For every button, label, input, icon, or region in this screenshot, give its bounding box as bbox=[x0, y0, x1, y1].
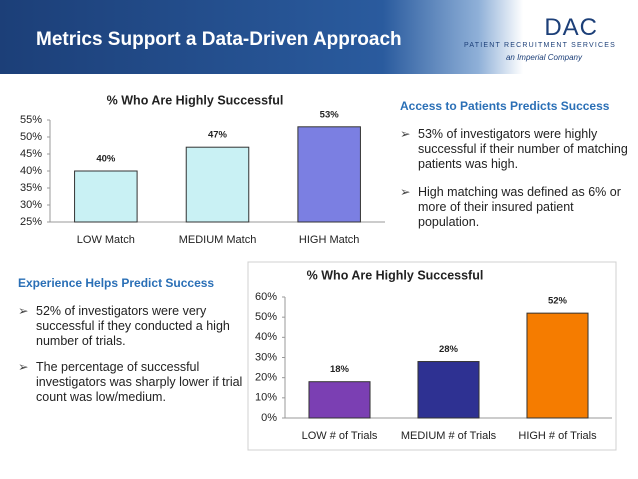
x-tick-label: LOW Match bbox=[77, 234, 135, 246]
chart-title: % Who Are Highly Successful bbox=[107, 93, 284, 107]
bullet: The percentage of successful investigato… bbox=[18, 360, 251, 405]
y-tick-label: 55% bbox=[20, 114, 42, 126]
chart-title: % Who Are Highly Successful bbox=[307, 268, 484, 282]
y-tick-label: 60% bbox=[255, 291, 277, 303]
x-tick-label: MEDIUM Match bbox=[179, 234, 257, 246]
bar bbox=[526, 312, 589, 419]
data-label: 28% bbox=[439, 344, 459, 355]
data-label: 53% bbox=[320, 109, 340, 120]
bar bbox=[297, 126, 361, 223]
data-label: 47% bbox=[208, 130, 228, 141]
slide-title: Metrics Support a Data-Driven Approach bbox=[36, 29, 402, 50]
bar bbox=[74, 170, 138, 223]
y-tick-label: 10% bbox=[255, 392, 277, 404]
data-label: 40% bbox=[96, 154, 116, 165]
y-tick-label: 45% bbox=[20, 148, 42, 160]
x-tick-label: MEDIUM # of Trials bbox=[401, 430, 497, 442]
logo: DAC bbox=[544, 14, 598, 41]
y-tick-label: 50% bbox=[255, 311, 277, 323]
y-tick-label: 25% bbox=[20, 216, 42, 228]
y-tick-label: 0% bbox=[261, 412, 277, 424]
logo-subtitle: PATIENT RECRUITMENT SERVICES bbox=[464, 42, 616, 49]
x-tick-label: HIGH Match bbox=[299, 234, 360, 246]
y-tick-label: 40% bbox=[20, 165, 42, 177]
y-tick-label: 50% bbox=[20, 131, 42, 143]
bar bbox=[185, 146, 250, 223]
x-tick-label: LOW # of Trials bbox=[302, 430, 378, 442]
bar bbox=[308, 381, 371, 419]
x-tick-label: HIGH # of Trials bbox=[518, 430, 597, 442]
section-heading: Access to Patients Predicts Success bbox=[400, 99, 610, 113]
y-tick-label: 30% bbox=[20, 199, 42, 211]
header: Metrics Support a Data-Driven Approach D… bbox=[0, 0, 638, 74]
data-label: 52% bbox=[548, 296, 568, 307]
bullet: 52% of investigators were very successfu… bbox=[18, 304, 251, 349]
bar bbox=[417, 361, 480, 419]
data-label: 18% bbox=[330, 364, 350, 375]
logo-tagline: an Imperial Company bbox=[505, 53, 582, 62]
y-tick-label: 20% bbox=[255, 372, 277, 384]
bullet: High matching was defined as 6% or more … bbox=[400, 185, 623, 230]
bullet: 53% of investigators were highly success… bbox=[400, 127, 633, 172]
y-tick-label: 30% bbox=[255, 351, 277, 363]
section-heading: Experience Helps Predict Success bbox=[18, 276, 215, 290]
y-tick-label: 40% bbox=[255, 331, 277, 343]
y-tick-label: 35% bbox=[20, 182, 42, 194]
